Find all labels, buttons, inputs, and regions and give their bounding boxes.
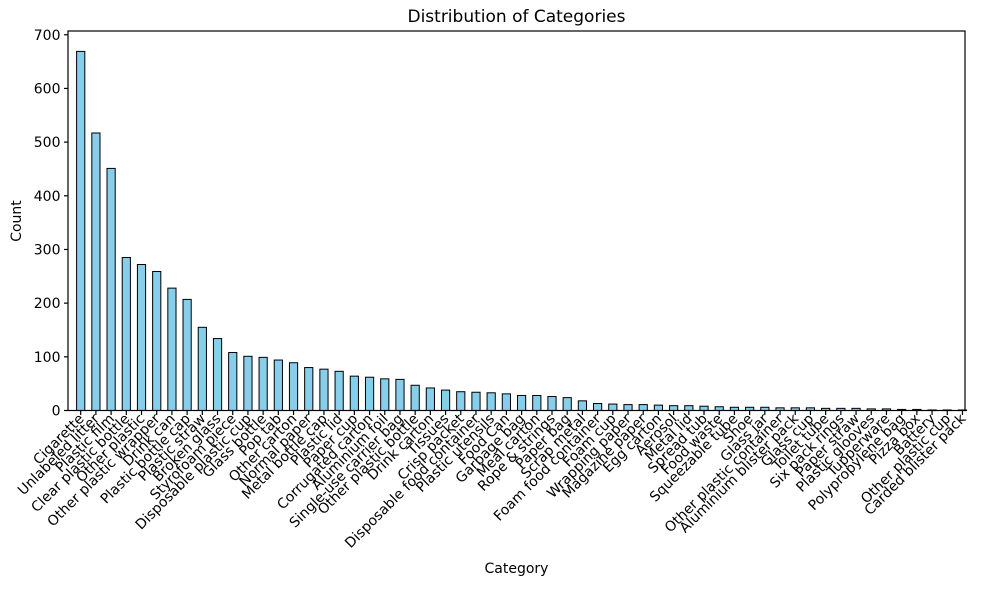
bar (653, 404, 664, 412)
chart-title: Distribution of Categories (407, 7, 625, 27)
bar (380, 378, 390, 411)
y-tick-label: 400 (34, 189, 61, 205)
plot-border (67, 30, 966, 412)
bar (593, 403, 603, 411)
bar (167, 287, 177, 411)
bar (182, 298, 192, 412)
y-tick-label: 500 (34, 135, 61, 151)
y-tick-label: 100 (34, 350, 61, 366)
bars (76, 50, 968, 412)
bar (486, 392, 496, 412)
x-axis-label: Category (485, 561, 549, 577)
bar (212, 338, 223, 412)
bar (76, 50, 86, 412)
bar (273, 359, 283, 412)
bar (106, 167, 116, 411)
bar (501, 393, 511, 411)
bar (562, 397, 572, 411)
bar (410, 384, 420, 411)
bar (243, 355, 253, 412)
bar (334, 370, 344, 412)
bar (684, 405, 694, 412)
bar (699, 405, 709, 411)
bar (319, 368, 329, 412)
bar (197, 326, 207, 411)
bar (577, 400, 587, 411)
bar (471, 391, 481, 411)
bar (516, 394, 527, 412)
bar (395, 378, 405, 411)
y-axis-label: Count (9, 200, 25, 242)
bar (547, 396, 557, 412)
bar (638, 404, 648, 412)
bar (456, 391, 466, 411)
bar (669, 405, 679, 412)
bar (364, 376, 375, 411)
bar (608, 403, 618, 411)
bar (532, 394, 542, 412)
bar (623, 404, 633, 412)
bar (288, 362, 299, 412)
bar (425, 387, 435, 411)
y-tick-label: 200 (34, 296, 61, 312)
y-axis-ticks: 0 100 200 300 400 500 600 700 (34, 28, 68, 420)
y-tick-label: 700 (34, 28, 61, 44)
y-tick-label: 300 (34, 242, 61, 258)
bar (349, 375, 359, 411)
bar (152, 270, 162, 412)
y-tick-label: 600 (34, 81, 61, 97)
bar (121, 257, 131, 411)
y-tick-label: 0 (52, 404, 61, 420)
bar (91, 132, 101, 412)
bar (258, 356, 268, 411)
bar (136, 264, 147, 411)
bar (440, 389, 451, 412)
bar (304, 367, 314, 411)
bar (228, 352, 238, 411)
